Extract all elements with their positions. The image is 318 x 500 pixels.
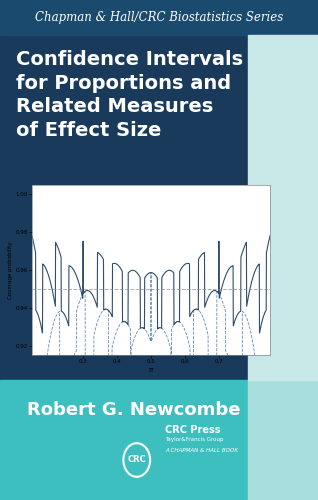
Bar <box>248 35 318 380</box>
Text: CRC Press: CRC Press <box>165 425 221 435</box>
Text: Chapman & Hall/CRC Biostatistics Series: Chapman & Hall/CRC Biostatistics Series <box>35 11 283 24</box>
Bar <box>248 380 318 500</box>
Text: A CHAPMAN & HALL BOOK: A CHAPMAN & HALL BOOK <box>165 448 238 452</box>
Y-axis label: Coverage probability: Coverage probability <box>8 242 13 298</box>
Text: CRC: CRC <box>128 456 146 464</box>
Text: Taylor&Francis Group: Taylor&Francis Group <box>165 438 224 442</box>
Bar <box>0 0 318 35</box>
Text: Robert G. Newcombe: Robert G. Newcombe <box>27 401 240 419</box>
Bar <box>0 380 248 500</box>
Text: Confidence Intervals
for Proportions and
Related Measures
of Effect Size: Confidence Intervals for Proportions and… <box>16 50 243 140</box>
X-axis label: $\pi$: $\pi$ <box>148 366 154 374</box>
